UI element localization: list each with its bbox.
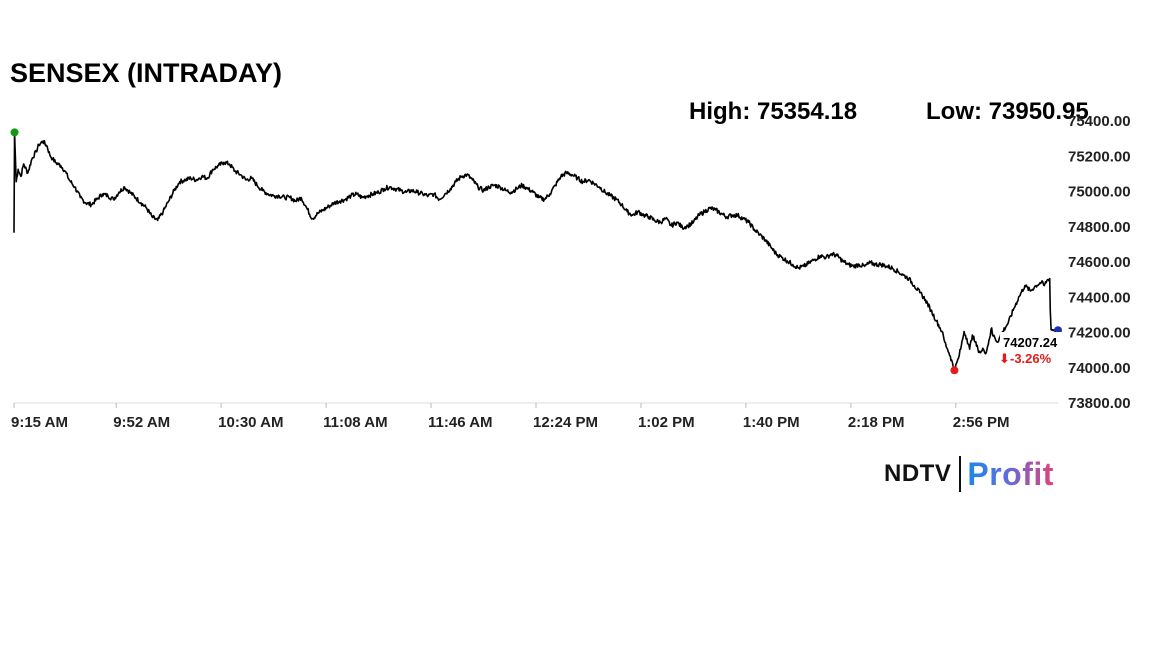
last-value-label: 74207.24 [1003,335,1058,350]
logo-profit: Profit [967,455,1054,492]
down-arrow-icon: ⬇ [999,351,1010,366]
y-tick-label: 75000.00 [1068,184,1131,201]
y-tick-label: 75200.00 [1068,148,1131,165]
logo-divider [959,456,962,492]
last-value-box [1000,332,1068,368]
x-tick-label: 11:08 AM [323,414,387,431]
x-tick-label: 12:24 PM [533,414,598,431]
y-tick-label: 74400.00 [1068,289,1131,306]
x-tick-label: 10:30 AM [218,414,283,431]
series-line [13,131,1059,372]
logo-ndtv: NDTV [884,460,952,487]
open-marker [10,128,19,137]
chart-title: SENSEX (INTRADAY) [10,58,283,88]
y-tick-label: 74600.00 [1068,254,1131,271]
x-tick-label: 9:15 AM [11,414,68,431]
y-tick-label: 74000.00 [1068,360,1131,377]
x-tick-label: 1:02 PM [638,414,695,431]
y-tick-label: 74800.00 [1068,219,1131,236]
x-tick-label: 9:52 AM [113,414,170,431]
x-axis: 9:15 AM 9:52 AM 10:30 AM 11:08 AM 11:46 AM 12… [11,402,1058,431]
high-value: High: 75354.18 [689,98,858,125]
low-value: Low: 73950.95 [926,98,1089,125]
change-label: -3.26% [1010,351,1052,366]
x-tick-label: 2:18 PM [848,414,905,431]
x-tick-label: 2:56 PM [953,414,1010,431]
low-marker [950,366,959,375]
y-tick-label: 75400.00 [1068,113,1131,130]
x-tick-label: 1:40 PM [743,414,800,431]
y-axis: 75400.00 75200.00 75000.00 74800.00 74600.00… [1068,113,1131,412]
x-tick-label: 11:46 AM [428,414,492,431]
ndtv-profit-logo: NDTV Profit [884,454,1054,494]
y-tick-label: 74200.00 [1068,325,1131,342]
y-tick-label: 73800.00 [1068,395,1131,412]
